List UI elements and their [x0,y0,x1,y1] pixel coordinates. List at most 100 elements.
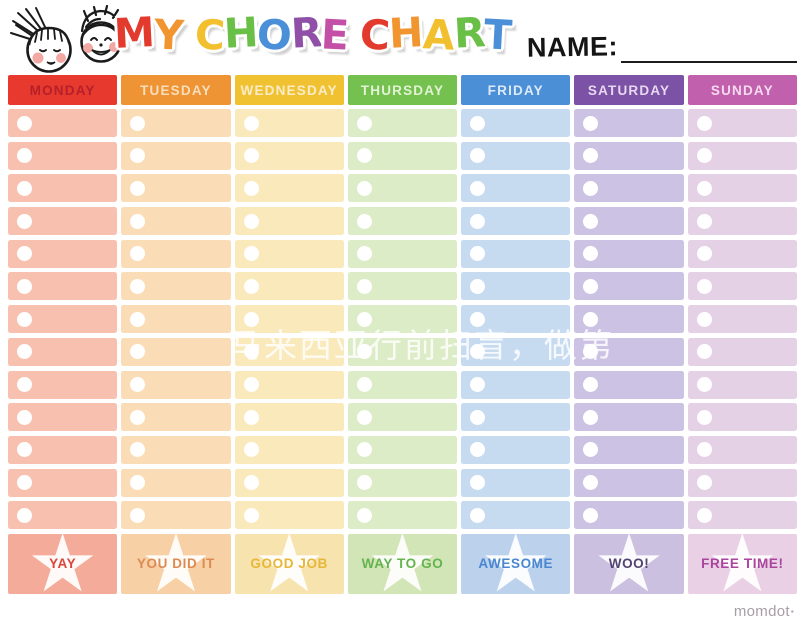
chore-checkbox-circle[interactable] [470,213,486,229]
chore-checkbox-circle[interactable] [243,377,259,392]
chore-checkbox-circle[interactable] [696,344,712,360]
chore-checkbox-circle[interactable] [696,148,712,164]
chore-checkbox-circle[interactable] [356,180,372,196]
chore-checkbox-circle[interactable] [696,278,712,294]
chore-checkbox-circle[interactable] [470,442,486,458]
chore-checkbox-circle[interactable] [470,278,486,294]
chore-row-cell [574,501,684,530]
chore-row-cell [8,501,118,530]
chore-checkbox-circle[interactable] [243,311,259,327]
chore-checkbox-circle[interactable] [356,475,372,491]
chore-row-cell [8,109,118,137]
chore-checkbox-circle[interactable] [696,475,712,491]
chore-checkbox-circle[interactable] [17,148,32,164]
chore-checkbox-circle[interactable] [356,246,372,262]
chore-checkbox-circle[interactable] [356,148,372,164]
chore-checkbox-circle[interactable] [583,115,599,131]
chore-checkbox-circle[interactable] [130,377,146,392]
chore-checkbox-circle[interactable] [583,278,599,294]
chore-checkbox-circle[interactable] [17,278,32,294]
chore-checkbox-circle[interactable] [243,246,259,262]
chore-checkbox-circle[interactable] [470,377,486,392]
chore-checkbox-circle[interactable] [17,246,32,262]
chore-checkbox-circle[interactable] [130,311,146,327]
name-input-line[interactable] [621,29,797,63]
chore-checkbox-circle[interactable] [130,278,146,294]
chore-checkbox-circle[interactable] [356,409,372,425]
chore-checkbox-circle[interactable] [243,409,259,425]
chore-checkbox-circle[interactable] [130,344,146,360]
chore-checkbox-circle[interactable] [243,344,259,360]
chore-checkbox-circle[interactable] [696,507,712,523]
chore-checkbox-circle[interactable] [356,311,372,327]
chore-checkbox-circle[interactable] [130,115,146,131]
chore-checkbox-circle[interactable] [583,442,599,458]
chore-checkbox-circle[interactable] [130,246,146,262]
chore-checkbox-circle[interactable] [583,148,599,164]
chore-checkbox-circle[interactable] [696,115,712,131]
chore-checkbox-circle[interactable] [583,409,599,425]
chore-checkbox-circle[interactable] [17,311,32,327]
chore-checkbox-circle[interactable] [130,442,146,458]
chore-checkbox-circle[interactable] [130,180,146,196]
footer-cell-sunday: ★ FREE TIME! [687,533,797,594]
chore-checkbox-circle[interactable] [243,278,259,294]
chore-checkbox-circle[interactable] [470,311,486,327]
chore-checkbox-circle[interactable] [583,180,599,196]
chore-checkbox-circle[interactable] [696,246,712,262]
chore-checkbox-circle[interactable] [356,278,372,294]
chore-checkbox-circle[interactable] [356,377,372,392]
chore-checkbox-circle[interactable] [130,409,146,425]
chore-checkbox-circle[interactable] [470,148,486,164]
chore-checkbox-circle[interactable] [696,442,712,458]
chore-checkbox-circle[interactable] [356,507,372,523]
chore-checkbox-circle[interactable] [17,507,32,523]
chore-checkbox-circle[interactable] [470,115,486,131]
chore-checkbox-circle[interactable] [583,246,599,262]
chore-checkbox-circle[interactable] [583,344,599,360]
chore-checkbox-circle[interactable] [356,442,372,458]
chore-checkbox-circle[interactable] [17,377,32,392]
chore-checkbox-circle[interactable] [583,507,599,523]
title-letter: C [359,10,391,60]
chore-checkbox-circle[interactable] [243,213,259,229]
chore-checkbox-circle[interactable] [470,180,486,196]
chore-checkbox-circle[interactable] [696,213,712,229]
chore-checkbox-circle[interactable] [356,115,372,131]
chore-checkbox-circle[interactable] [696,311,712,327]
chore-checkbox-circle[interactable] [243,442,259,458]
chore-checkbox-circle[interactable] [243,115,259,131]
chore-row-cell [461,239,571,268]
chore-checkbox-circle[interactable] [470,344,486,360]
chore-checkbox-circle[interactable] [130,148,146,164]
chore-checkbox-circle[interactable] [130,213,146,229]
chore-checkbox-circle[interactable] [17,475,32,491]
chore-checkbox-circle[interactable] [470,507,486,523]
chore-checkbox-circle[interactable] [583,213,599,229]
chore-checkbox-circle[interactable] [17,180,32,196]
chore-checkbox-circle[interactable] [130,507,146,523]
chore-checkbox-circle[interactable] [17,344,32,360]
chore-checkbox-circle[interactable] [696,377,712,392]
chore-checkbox-circle[interactable] [583,311,599,327]
chore-checkbox-circle[interactable] [243,507,259,523]
chore-checkbox-circle[interactable] [696,409,712,425]
chore-checkbox-circle[interactable] [696,180,712,196]
day-column-saturday: SATURDAY ★ WOO! [574,75,684,594]
chore-checkbox-circle[interactable] [470,246,486,262]
chore-checkbox-circle[interactable] [583,377,599,392]
chore-checkbox-circle[interactable] [17,213,32,229]
chore-checkbox-circle[interactable] [17,409,32,425]
chore-checkbox-circle[interactable] [17,442,32,458]
chore-checkbox-circle[interactable] [243,475,259,491]
chore-checkbox-circle[interactable] [356,344,372,360]
chore-checkbox-circle[interactable] [130,475,146,491]
chore-row-cell [234,501,344,530]
chore-checkbox-circle[interactable] [356,213,372,229]
chore-checkbox-circle[interactable] [583,475,599,491]
chore-checkbox-circle[interactable] [470,409,486,425]
chore-checkbox-circle[interactable] [243,148,259,164]
chore-checkbox-circle[interactable] [470,475,486,491]
chore-checkbox-circle[interactable] [17,115,32,131]
chore-checkbox-circle[interactable] [243,180,259,196]
